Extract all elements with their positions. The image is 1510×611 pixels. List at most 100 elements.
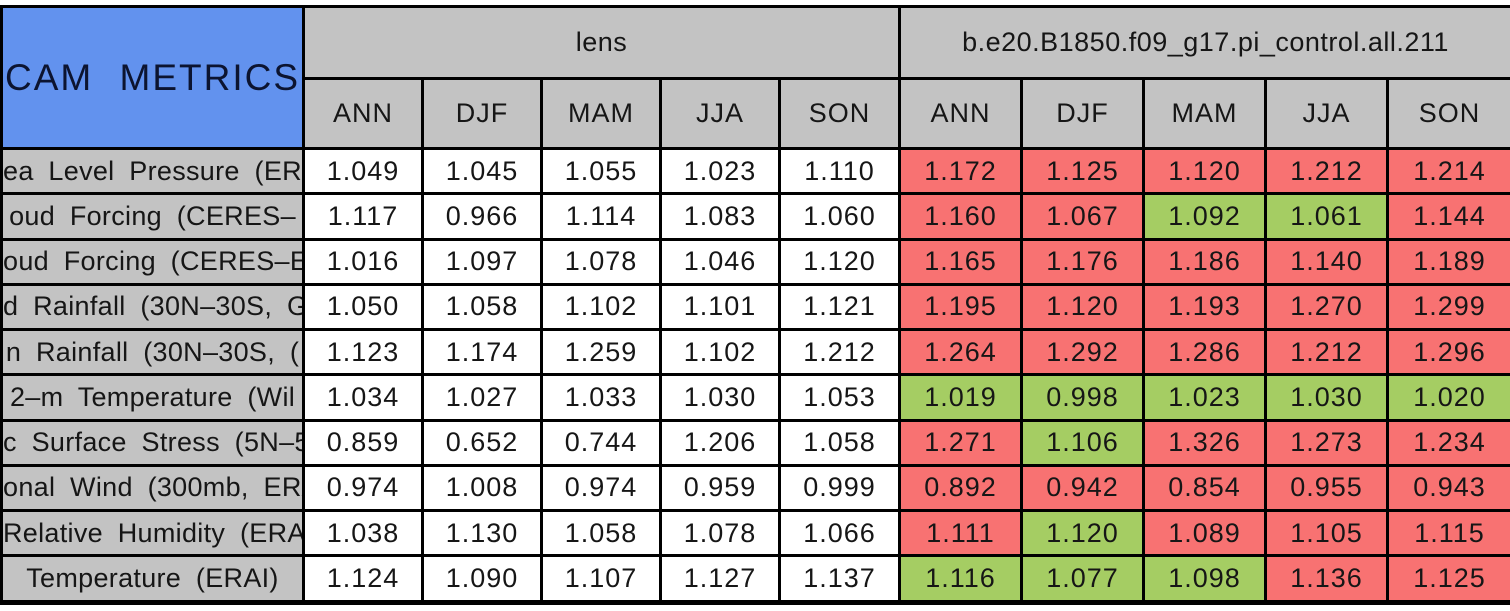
control-value: 0.942 (1020, 463, 1145, 513)
lens-value: 1.259 (540, 328, 662, 377)
lens-value: 1.055 (540, 146, 662, 196)
lens-value: 1.124 (302, 554, 424, 604)
lens-value: 1.130 (421, 509, 543, 558)
lens-value: 1.027 (421, 373, 543, 422)
lens-value: 1.045 (421, 146, 543, 196)
lens-value: 1.110 (778, 146, 901, 196)
lens-value: 0.974 (540, 463, 662, 513)
metric-label: c Surface Stress (5N–5 (0, 418, 305, 467)
lens-value: 1.046 (659, 237, 781, 286)
table-row: d Rainfall (30N–30S, G 1.050 1.058 1.102… (0, 282, 1510, 332)
control-value: 1.172 (898, 146, 1023, 196)
metric-label: ea Level Pressure (ERA (0, 146, 305, 196)
control-value: 1.189 (1385, 237, 1510, 286)
control-value: 1.264 (898, 328, 1023, 377)
control-value: 1.077 (1020, 554, 1145, 604)
season-header: ANN (302, 77, 424, 150)
table-row: onal Wind (300mb, ERA 0.974 1.008 0.974 … (0, 463, 1510, 513)
lens-value: 0.744 (540, 418, 662, 467)
control-value: 1.136 (1264, 554, 1389, 604)
control-value: 1.286 (1142, 328, 1267, 377)
cam-metrics-table: CAM METRICS lens b.e20.B1850.f09_g17.pi_… (0, 5, 1510, 605)
lens-value: 1.102 (659, 328, 781, 377)
lens-value: 1.023 (659, 146, 781, 196)
control-value: 1.098 (1142, 554, 1267, 604)
control-value: 1.176 (1020, 237, 1145, 286)
season-header: SON (1385, 77, 1510, 150)
control-value: 1.019 (898, 373, 1023, 422)
lens-value: 0.959 (659, 463, 781, 513)
lens-value: 1.058 (421, 282, 543, 332)
lens-value: 1.212 (778, 328, 901, 377)
lens-value: 1.058 (778, 418, 901, 467)
control-value: 1.125 (1385, 554, 1510, 604)
control-value: 1.326 (1142, 418, 1267, 467)
control-value: 0.998 (1020, 373, 1145, 422)
table-row: oud Forcing (CERES–E 1.016 1.097 1.078 1… (0, 237, 1510, 286)
group-header-control-run: b.e20.B1850.f09_g17.pi_control.all.211 (897, 5, 1510, 80)
lens-value: 0.652 (421, 418, 543, 467)
control-value: 1.292 (1020, 328, 1145, 377)
lens-value: 1.034 (302, 373, 424, 422)
season-header-row: ANN DJF MAM JJA SON ANN DJF MAM JJA SON (2, 77, 1510, 150)
control-value: 0.854 (1142, 463, 1267, 513)
metric-label: oud Forcing (CERES– (0, 192, 305, 241)
lens-value: 1.078 (659, 509, 781, 558)
lens-value: 1.050 (302, 282, 424, 332)
control-value: 1.186 (1142, 237, 1267, 286)
control-value: 1.214 (1385, 146, 1510, 196)
control-value: 1.271 (898, 418, 1023, 467)
lens-value: 1.206 (659, 418, 781, 467)
lens-value: 1.053 (778, 373, 901, 422)
group-header-row: CAM METRICS lens b.e20.B1850.f09_g17.pi_… (0, 5, 1510, 150)
metric-label: d Rainfall (30N–30S, G (0, 282, 305, 332)
table-row: c Surface Stress (5N–5 0.859 0.652 0.744… (0, 418, 1510, 467)
season-header: ANN (898, 77, 1023, 150)
control-value: 1.296 (1385, 328, 1510, 377)
control-value: 0.955 (1264, 463, 1389, 513)
lens-value: 1.030 (659, 373, 781, 422)
control-value: 1.140 (1264, 237, 1389, 286)
control-value: 1.144 (1385, 192, 1510, 241)
lens-value: 1.117 (302, 192, 424, 241)
control-value: 1.106 (1020, 418, 1145, 467)
control-value: 1.212 (1264, 328, 1389, 377)
lens-value: 0.974 (302, 463, 424, 513)
control-value: 1.234 (1385, 418, 1510, 467)
season-header: JJA (1264, 77, 1389, 150)
metric-label: Temperature (ERAI) (0, 554, 305, 604)
season-header: DJF (1020, 77, 1145, 150)
metric-label: oud Forcing (CERES–E (0, 237, 305, 286)
control-value: 1.193 (1142, 282, 1267, 332)
control-value: 1.020 (1385, 373, 1510, 422)
control-value: 1.165 (898, 237, 1023, 286)
season-header: DJF (421, 77, 543, 150)
control-value: 1.023 (1142, 373, 1267, 422)
lens-value: 1.033 (540, 373, 662, 422)
lens-value: 1.123 (302, 328, 424, 377)
lens-value: 1.049 (302, 146, 424, 196)
control-value: 1.160 (898, 192, 1023, 241)
season-header: SON (778, 77, 901, 150)
lens-value: 1.066 (778, 509, 901, 558)
control-value: 1.125 (1020, 146, 1145, 196)
lens-value: 1.107 (540, 554, 662, 604)
lens-value: 1.137 (778, 554, 901, 604)
lens-value: 1.008 (421, 463, 543, 513)
table-row: ea Level Pressure (ERA 1.049 1.045 1.055… (0, 146, 1510, 196)
lens-value: 1.060 (778, 192, 901, 241)
lens-value: 1.058 (540, 509, 662, 558)
lens-value: 1.083 (659, 192, 781, 241)
control-value: 0.892 (898, 463, 1023, 513)
lens-value: 1.120 (778, 237, 901, 286)
lens-value: 0.999 (778, 463, 901, 513)
control-value: 0.943 (1385, 463, 1510, 513)
control-value: 1.089 (1142, 509, 1267, 558)
season-header: MAM (540, 77, 662, 150)
metric-label: n Rainfall (30N–30S, ( (0, 328, 305, 377)
table-row: oud Forcing (CERES– 1.117 0.966 1.114 1.… (0, 192, 1510, 241)
table-row: n Rainfall (30N–30S, ( 1.123 1.174 1.259… (0, 328, 1510, 377)
control-value: 1.067 (1020, 192, 1145, 241)
metric-label: Relative Humidity (ERAI (0, 509, 305, 558)
table-row: Temperature (ERAI) 1.124 1.090 1.107 1.1… (0, 554, 1510, 604)
